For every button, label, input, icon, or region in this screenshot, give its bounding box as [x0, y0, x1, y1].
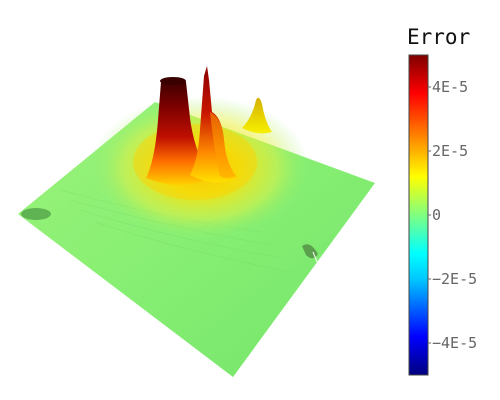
main-peak	[146, 79, 210, 185]
small-peak	[242, 97, 272, 134]
colorbar-tick-label: −4E-5	[432, 334, 477, 352]
colorbar-tick-label: 0	[432, 206, 441, 224]
colorbar-tick-label: 2E-5	[432, 142, 468, 160]
colorbar-title: Error	[407, 25, 470, 49]
colorbar-ticks: 4E-5 2E-5 0 −2E-5 −4E-5	[428, 78, 477, 352]
second-peak-highlight	[210, 112, 236, 178]
colorbar-tick-label: 4E-5	[432, 78, 468, 96]
main-peak-top	[160, 77, 186, 85]
colorbar	[408, 54, 429, 376]
colorbar-tick-label: −2E-5	[432, 270, 477, 288]
left-edge-dip	[21, 208, 51, 220]
